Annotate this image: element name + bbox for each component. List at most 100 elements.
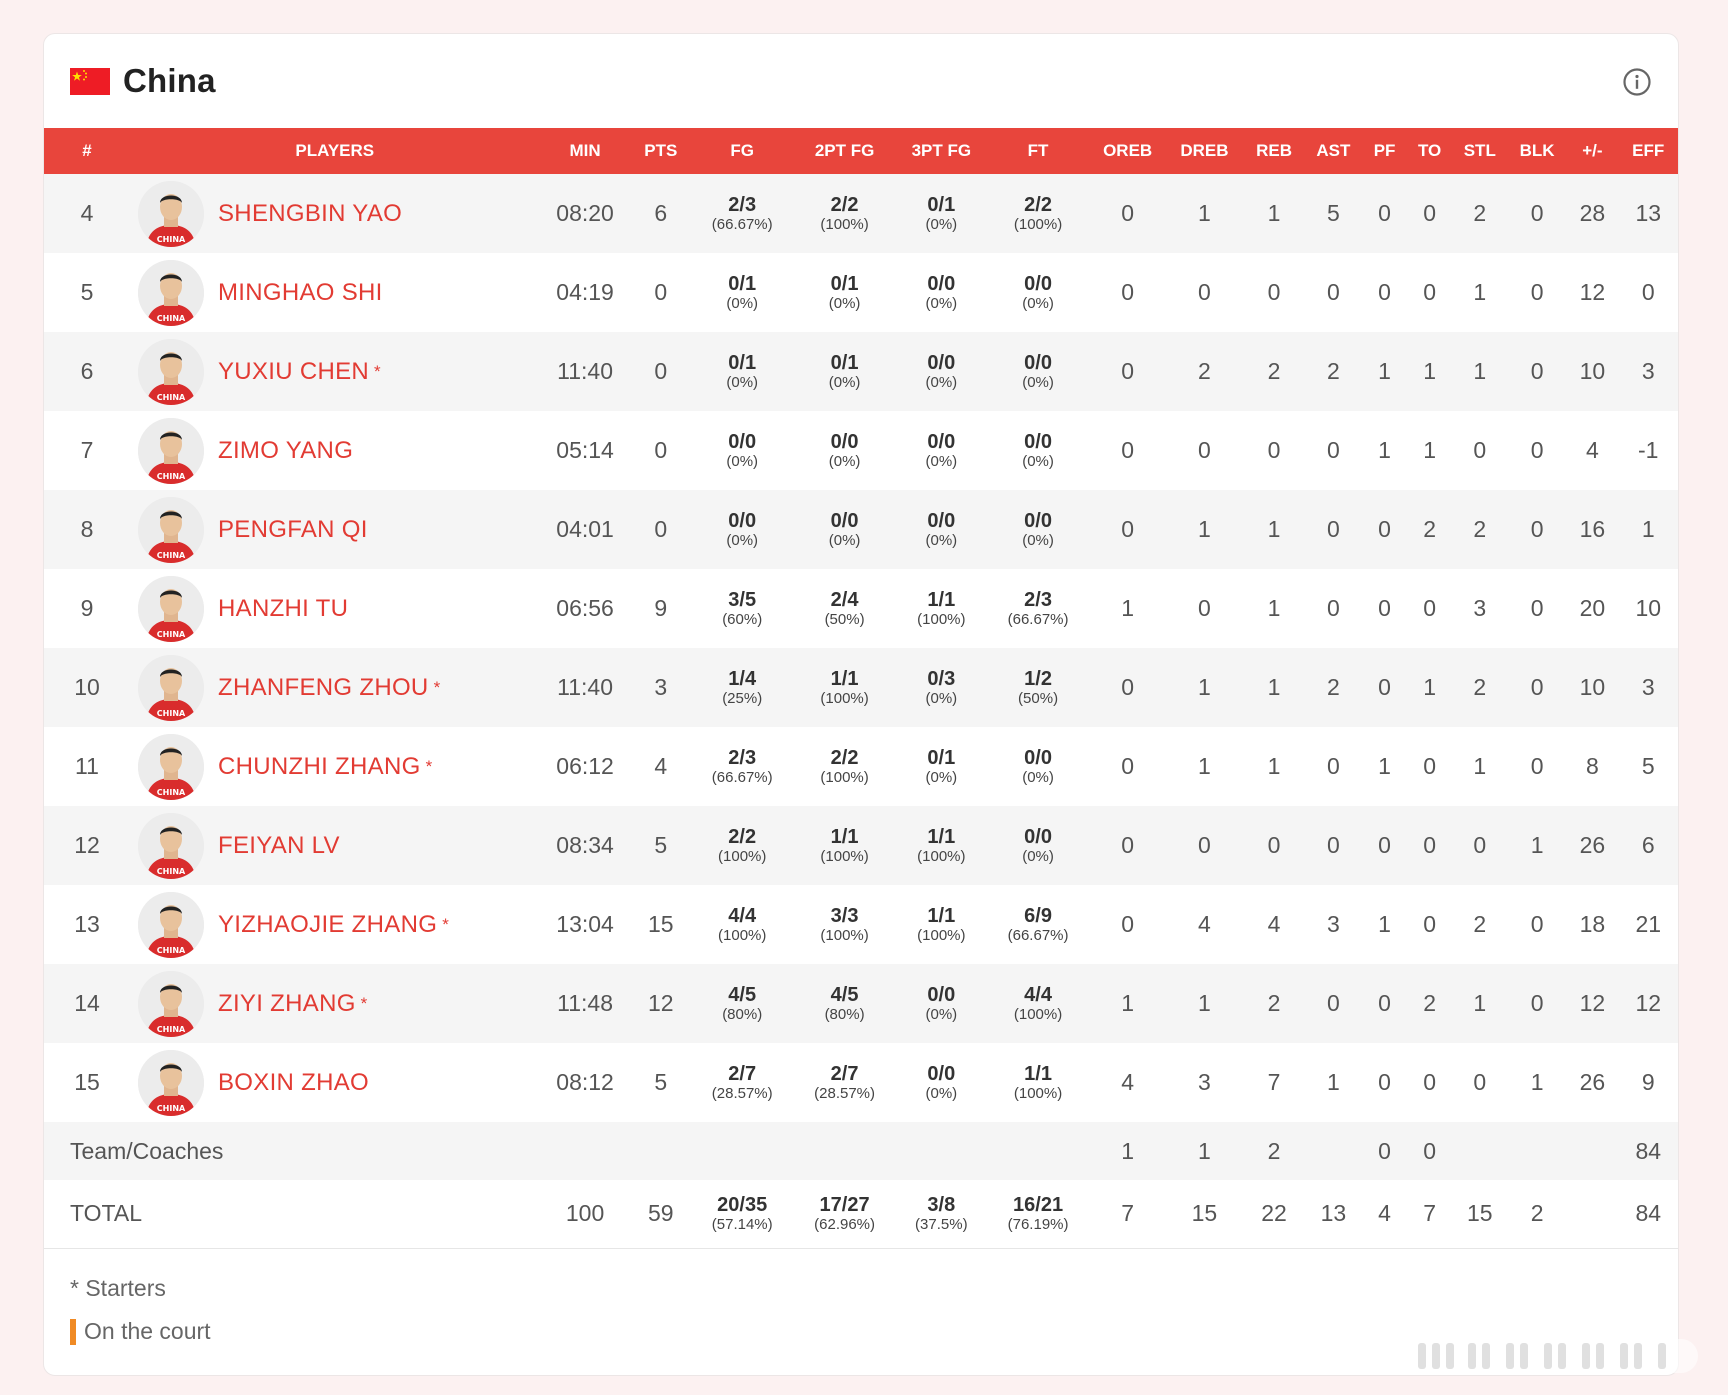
jersey-number: 9 — [80, 595, 94, 621]
ast-cell: 0 — [1327, 516, 1340, 542]
column-header[interactable]: DREB — [1166, 128, 1243, 174]
fg3-cell: 0/0 (0%) — [896, 490, 987, 569]
svg-text:CHINA: CHINA — [157, 1104, 186, 1113]
blk-cell: 0 — [1530, 516, 1544, 542]
empty-cell — [1566, 1180, 1618, 1248]
shot-percentage: (100%) — [718, 848, 767, 865]
player-row: 5 CHINA MINGHAO SHI 04:19 0 0/1 (0%) 0/1 (0%) 0/0… — [44, 253, 1678, 332]
player-name-link[interactable]: ZHANFENG ZHOU — [218, 673, 429, 701]
player-name-link[interactable]: MINGHAO SHI — [218, 278, 383, 306]
column-header[interactable]: +/- — [1566, 128, 1619, 174]
shot-percentage: (0%) — [828, 532, 861, 549]
plus-minus-cell: 10 — [1579, 674, 1606, 700]
team-coaches-label: Team/Coaches — [70, 1137, 224, 1164]
shot-percentage: (76.19%) — [1007, 1216, 1069, 1234]
shot-percentage: (80%) — [824, 1006, 865, 1023]
player-name-link[interactable]: HANZHI TU — [218, 594, 349, 622]
ast-cell: 0 — [1327, 753, 1340, 779]
reb-cell: 0 — [1267, 437, 1281, 463]
column-header[interactable]: PLAYERS — [130, 128, 540, 174]
stl-cell: 2 — [1473, 516, 1487, 542]
player-name-link[interactable]: YIZHAOJIE ZHANG — [218, 910, 438, 938]
player-row: 13 CHINA YIZHAOJIE ZHANG * 13:04 15 4/4 (100%) 3… — [44, 885, 1678, 964]
reb-cell: 1 — [1267, 753, 1281, 779]
column-header[interactable]: AST — [1305, 128, 1362, 174]
fg2-cell: 1/1 (100%) — [793, 806, 895, 885]
shots-made: 16/21 — [1013, 1194, 1064, 1217]
fg-cell: 0/0 (0%) — [691, 490, 793, 569]
jersey-number: 4 — [80, 200, 94, 226]
fg-cell: 4/5 (80%) — [691, 964, 793, 1043]
shots-made: 4/4 — [1024, 984, 1052, 1006]
shot-percentage: (66.67%) — [711, 769, 773, 786]
svg-text:CHINA: CHINA — [157, 867, 186, 876]
blk-cell: 0 — [1530, 279, 1544, 305]
fg3-cell: 3/8 (37.5%) — [896, 1180, 987, 1248]
player-cell: CHINA ZIMO YANG — [130, 411, 540, 490]
column-header[interactable]: MIN — [539, 128, 631, 174]
ft-cell: 0/0 (0%) — [987, 332, 1089, 411]
empty-cell — [1566, 1122, 1618, 1180]
min-cell: 04:01 — [556, 516, 614, 542]
watermark-stripes — [1398, 1339, 1698, 1373]
fg2-cell: 0/1 (0%) — [793, 253, 895, 332]
ft-cell: 0/0 (0%) — [987, 253, 1089, 332]
player-name-link[interactable]: YUXIU CHEN — [218, 357, 370, 385]
china-flag-icon — [70, 67, 110, 95]
shot-percentage: (0%) — [925, 453, 958, 470]
player-info: CHINA ZIMO YANG — [130, 417, 540, 484]
column-header[interactable]: 3PT FG — [895, 128, 987, 174]
player-name-link[interactable]: BOXIN ZHAO — [218, 1068, 370, 1096]
player-name-link[interactable]: SHENGBIN YAO — [218, 199, 403, 227]
shots-made: 0/0 — [830, 431, 859, 453]
column-header[interactable]: # — [44, 128, 130, 174]
player-cell: CHINA ZIYI ZHANG * — [130, 964, 540, 1043]
pts-cell: 0 — [654, 437, 668, 463]
eff-cell: 1 — [1641, 516, 1655, 542]
to-cell: 0 — [1423, 200, 1437, 226]
legend-starters: * Starters — [70, 1275, 1678, 1303]
oreb-cell: 0 — [1121, 358, 1135, 384]
shot-stat: 0/1 (0%) — [793, 353, 895, 390]
column-header[interactable]: FT — [986, 128, 1090, 174]
shot-percentage: (0%) — [925, 532, 958, 549]
fg3-cell: 0/0 (0%) — [896, 964, 987, 1043]
shot-percentage: (0%) — [726, 295, 759, 312]
player-name-link[interactable]: CHUNZHI ZHANG — [218, 752, 421, 780]
column-header[interactable]: 2PT FG — [793, 128, 896, 174]
player-name-link[interactable]: FEIYAN LV — [218, 831, 340, 859]
boxscore-table: # PLAYERS MIN PTS FG 2PT FG 3PT FG FT OREB DREB RE… — [44, 128, 1678, 1249]
shots-made: 2/4 — [830, 589, 859, 611]
jersey-number: 13 — [74, 911, 100, 937]
column-header[interactable]: TO — [1407, 128, 1452, 174]
info-icon[interactable] — [1622, 67, 1652, 97]
player-photo: CHINA — [138, 970, 204, 1037]
shots-made: 2/3 — [728, 747, 757, 769]
column-header[interactable]: OREB — [1089, 128, 1167, 174]
column-header[interactable]: PF — [1361, 128, 1408, 174]
column-header[interactable]: FG — [691, 128, 794, 174]
plus-minus-cell: 18 — [1579, 911, 1606, 937]
column-header[interactable]: PTS — [630, 128, 692, 174]
column-header[interactable]: EFF — [1618, 128, 1678, 174]
shot-stat: 1/1 (100%) — [793, 669, 895, 706]
player-name-link[interactable]: ZIMO YANG — [218, 436, 354, 464]
ast-cell: 3 — [1327, 911, 1340, 937]
fg3-cell: 0/0 (0%) — [896, 332, 987, 411]
oreb-cell: 7 — [1121, 1200, 1135, 1227]
player-name-link[interactable]: PENGFAN QI — [218, 515, 368, 543]
shot-percentage: (0%) — [925, 1085, 958, 1102]
column-header[interactable]: REB — [1242, 128, 1306, 174]
player-name-link[interactable]: ZIYI ZHANG — [218, 989, 356, 1017]
eff-cell: 5 — [1641, 753, 1655, 779]
ft-cell: 4/4 (100%) — [987, 964, 1089, 1043]
shot-stat: 0/0 (0%) — [896, 511, 987, 548]
shots-made: 20/35 — [717, 1194, 768, 1217]
column-header[interactable]: BLK — [1507, 128, 1567, 174]
min-cell: 11:48 — [557, 990, 613, 1016]
pts-cell: 6 — [654, 200, 668, 226]
player-row: 15 CHINA BOXIN ZHAO 08:12 5 2/7 (28.57%) 2/7 (28… — [44, 1043, 1678, 1122]
column-header[interactable]: STL — [1451, 128, 1508, 174]
jersey-number: 15 — [74, 1069, 100, 1095]
reb-cell: 1 — [1267, 674, 1281, 700]
